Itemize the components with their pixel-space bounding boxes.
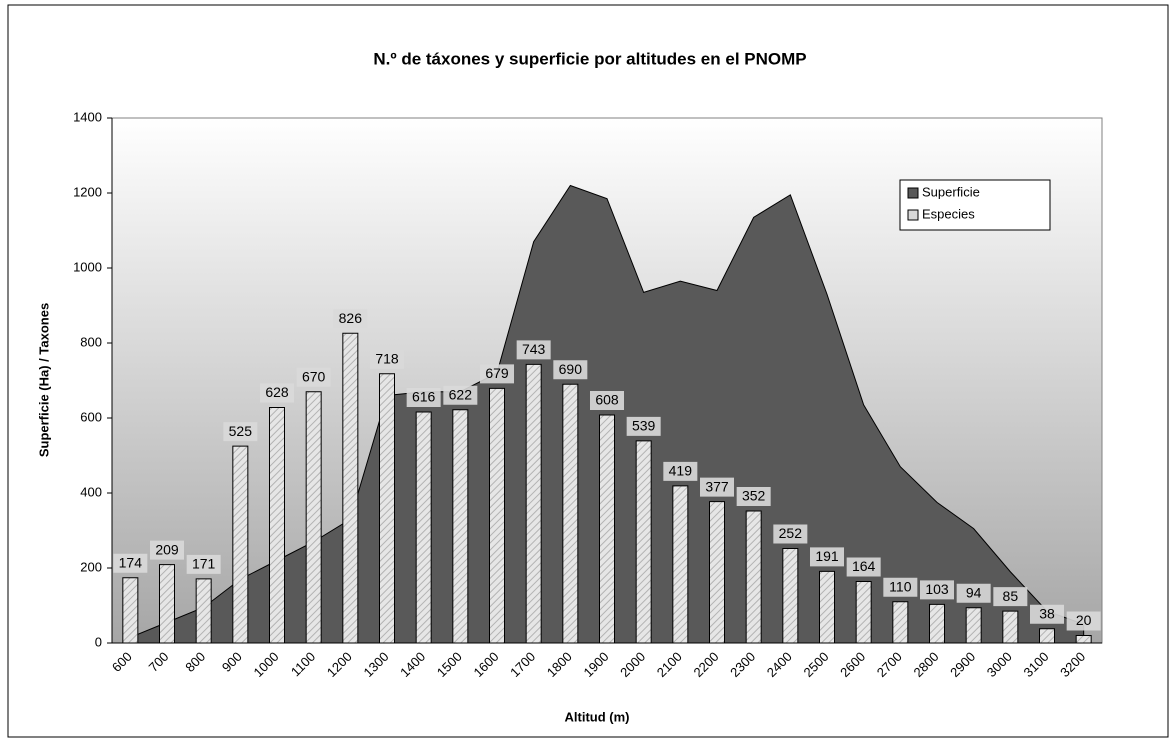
data-label: 628 [265,384,289,400]
chart-title: N.º de táxones y superficie por altitude… [373,49,806,68]
bar [489,387,505,644]
bar [195,578,212,644]
data-label: 616 [412,389,436,405]
data-label: 525 [229,423,253,439]
data-label: 679 [485,365,509,381]
y-tick-label: 200 [80,559,102,574]
data-label: 539 [632,418,656,434]
bar [1039,628,1055,644]
legend-swatch [907,209,919,221]
data-label: 622 [449,386,473,402]
data-label: 352 [742,488,766,504]
data-label: 690 [559,361,583,377]
bar [892,601,909,644]
data-label: 94 [966,584,982,600]
bar [1075,635,1092,644]
data-label-box [516,340,551,360]
bar [599,414,615,644]
data-label-box [553,360,588,380]
bar [782,548,799,644]
data-label: 171 [192,556,216,572]
data-label: 419 [669,463,693,479]
data-label-box [333,309,368,329]
y-axis-label: Superficie (Ha) / Taxones [36,303,51,457]
y-tick-label: 400 [80,484,102,499]
bar [232,445,249,644]
y-tick-label: 600 [80,409,102,424]
data-label-box [223,422,258,442]
bar [635,440,652,644]
y-tick-label: 800 [80,334,102,349]
bar [415,411,432,644]
bar [269,407,285,644]
data-label-box [846,557,881,577]
bar [562,383,579,644]
data-label: 377 [705,478,729,494]
legend-label: Especies [922,206,975,221]
data-label: 174 [119,554,143,570]
legend-swatch [907,187,919,199]
bar [379,373,395,644]
bar [525,363,542,644]
data-label: 191 [815,548,839,564]
data-label: 826 [339,310,363,326]
data-label-box [883,577,918,597]
bar [855,581,872,644]
bar [342,332,359,644]
data-label: 164 [852,558,876,574]
data-label-box [370,349,404,369]
data-label-box [113,553,148,573]
y-tick-label: 0 [95,634,102,649]
bar [305,391,322,644]
x-axis-label: Altitud (m) [565,709,630,724]
y-tick-label: 1000 [73,259,102,274]
bar [122,577,139,644]
data-label-box [186,554,221,574]
data-label-box [810,547,844,567]
bar [929,603,945,644]
data-label-box [956,583,991,603]
bar [1002,610,1019,644]
data-label-box [1030,604,1064,624]
data-label: 252 [779,525,803,541]
legend-box [899,179,1051,231]
data-label: 209 [155,541,179,557]
bar [709,501,725,644]
data-label-box [626,416,661,436]
data-label: 670 [302,368,326,384]
data-label: 103 [925,581,949,597]
data-label-box [480,364,514,384]
bar [819,570,835,644]
legend-label: Superficie [922,184,980,199]
bar [745,510,762,644]
bar [965,607,982,644]
data-label-box [443,385,478,405]
y-tick-label: 1200 [73,184,102,199]
data-label-box [590,391,624,410]
data-label-box [406,388,441,407]
data-label-box [1066,611,1101,631]
data-label: 718 [375,350,399,366]
bar [159,564,175,644]
bar [452,409,469,644]
data-label: 85 [1003,588,1019,604]
bar [672,485,689,644]
data-label: 743 [522,341,546,357]
data-label-box [993,587,1028,607]
data-label: 38 [1039,605,1055,621]
data-label: 608 [595,392,619,408]
data-label-box [296,367,331,387]
data-label-box [773,524,808,544]
data-label-box [920,580,954,600]
data-label-box [260,383,294,403]
data-label-box [663,461,698,481]
data-label-box [736,487,771,506]
data-label: 20 [1076,612,1092,628]
data-label: 110 [889,578,912,594]
data-label-box [700,477,734,497]
y-tick-label: 1400 [73,109,102,124]
data-label-box [150,540,184,560]
